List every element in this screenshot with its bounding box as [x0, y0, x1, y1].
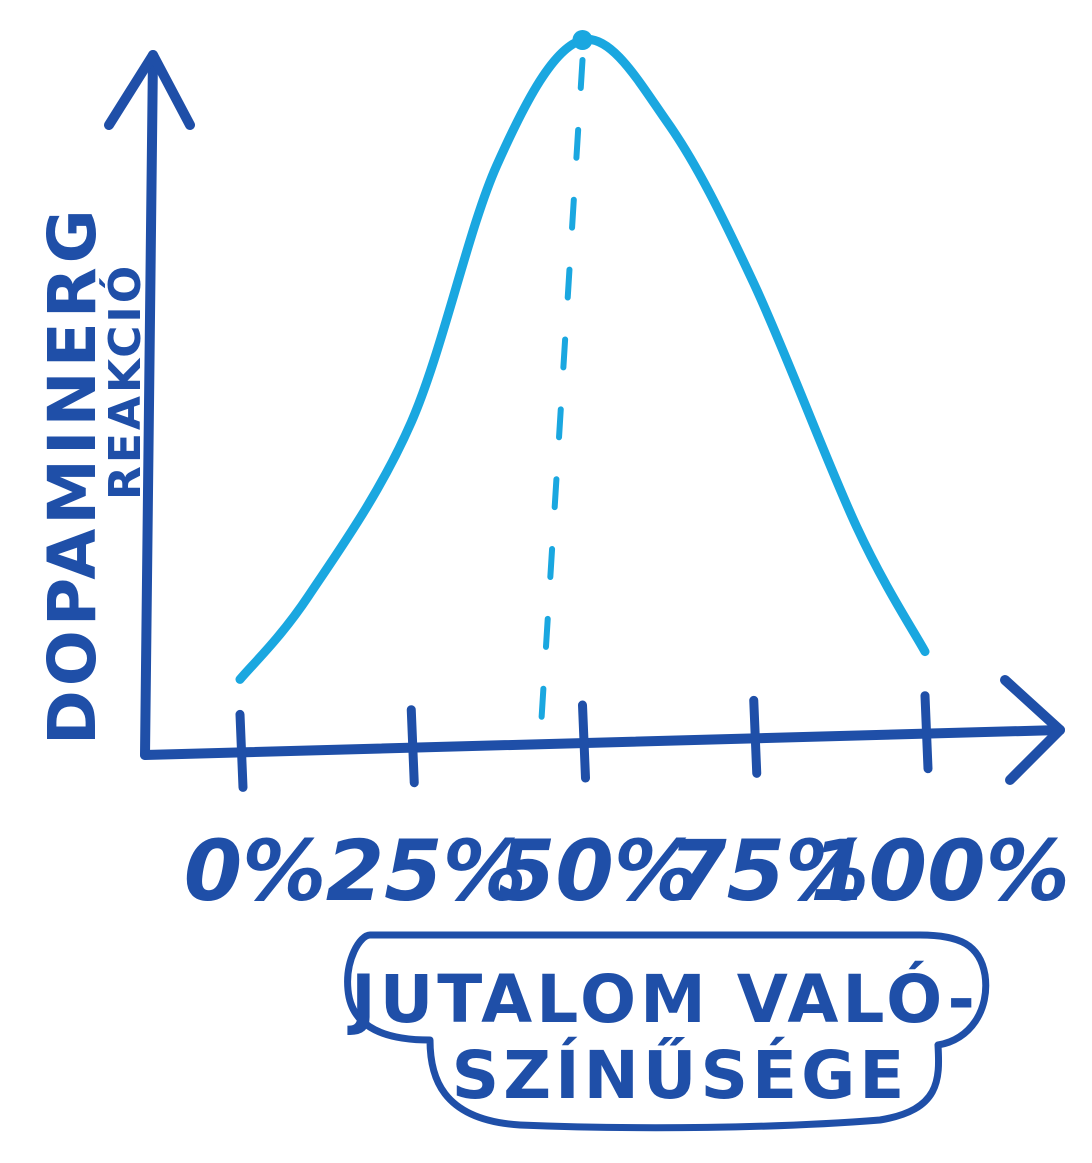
x-tick	[749, 695, 762, 778]
x-axis-label-line2: SZÍNŰSÉGE	[452, 1036, 909, 1114]
x-tick-label: 0%	[184, 822, 327, 920]
x-tick-label: 50%	[497, 822, 698, 920]
x-axis-line	[140, 725, 1065, 760]
x-tick	[406, 705, 419, 788]
y-axis-label-line2: REAKCIÓ	[98, 263, 151, 500]
x-tick	[920, 691, 933, 774]
x-tick-label: 25%	[326, 822, 527, 920]
y-axis-line	[140, 50, 158, 760]
x-tick	[578, 700, 590, 783]
x-tick-label: 75%	[668, 822, 869, 920]
peak-point	[572, 30, 593, 50]
y-axis-arrow	[104, 50, 195, 130]
x-axis-label-line1: JUTALOM VALÓ-	[347, 961, 979, 1038]
x-axis-arrow	[1000, 675, 1065, 785]
x-axis-label-box	[344, 931, 990, 1132]
y-axis-label-line1: DOPAMINERG	[34, 205, 111, 745]
dopamine-curve	[235, 34, 930, 684]
x-tick	[235, 709, 248, 792]
peak-dashed-line	[537, 57, 586, 738]
x-tick-label: 100%	[810, 822, 1070, 920]
